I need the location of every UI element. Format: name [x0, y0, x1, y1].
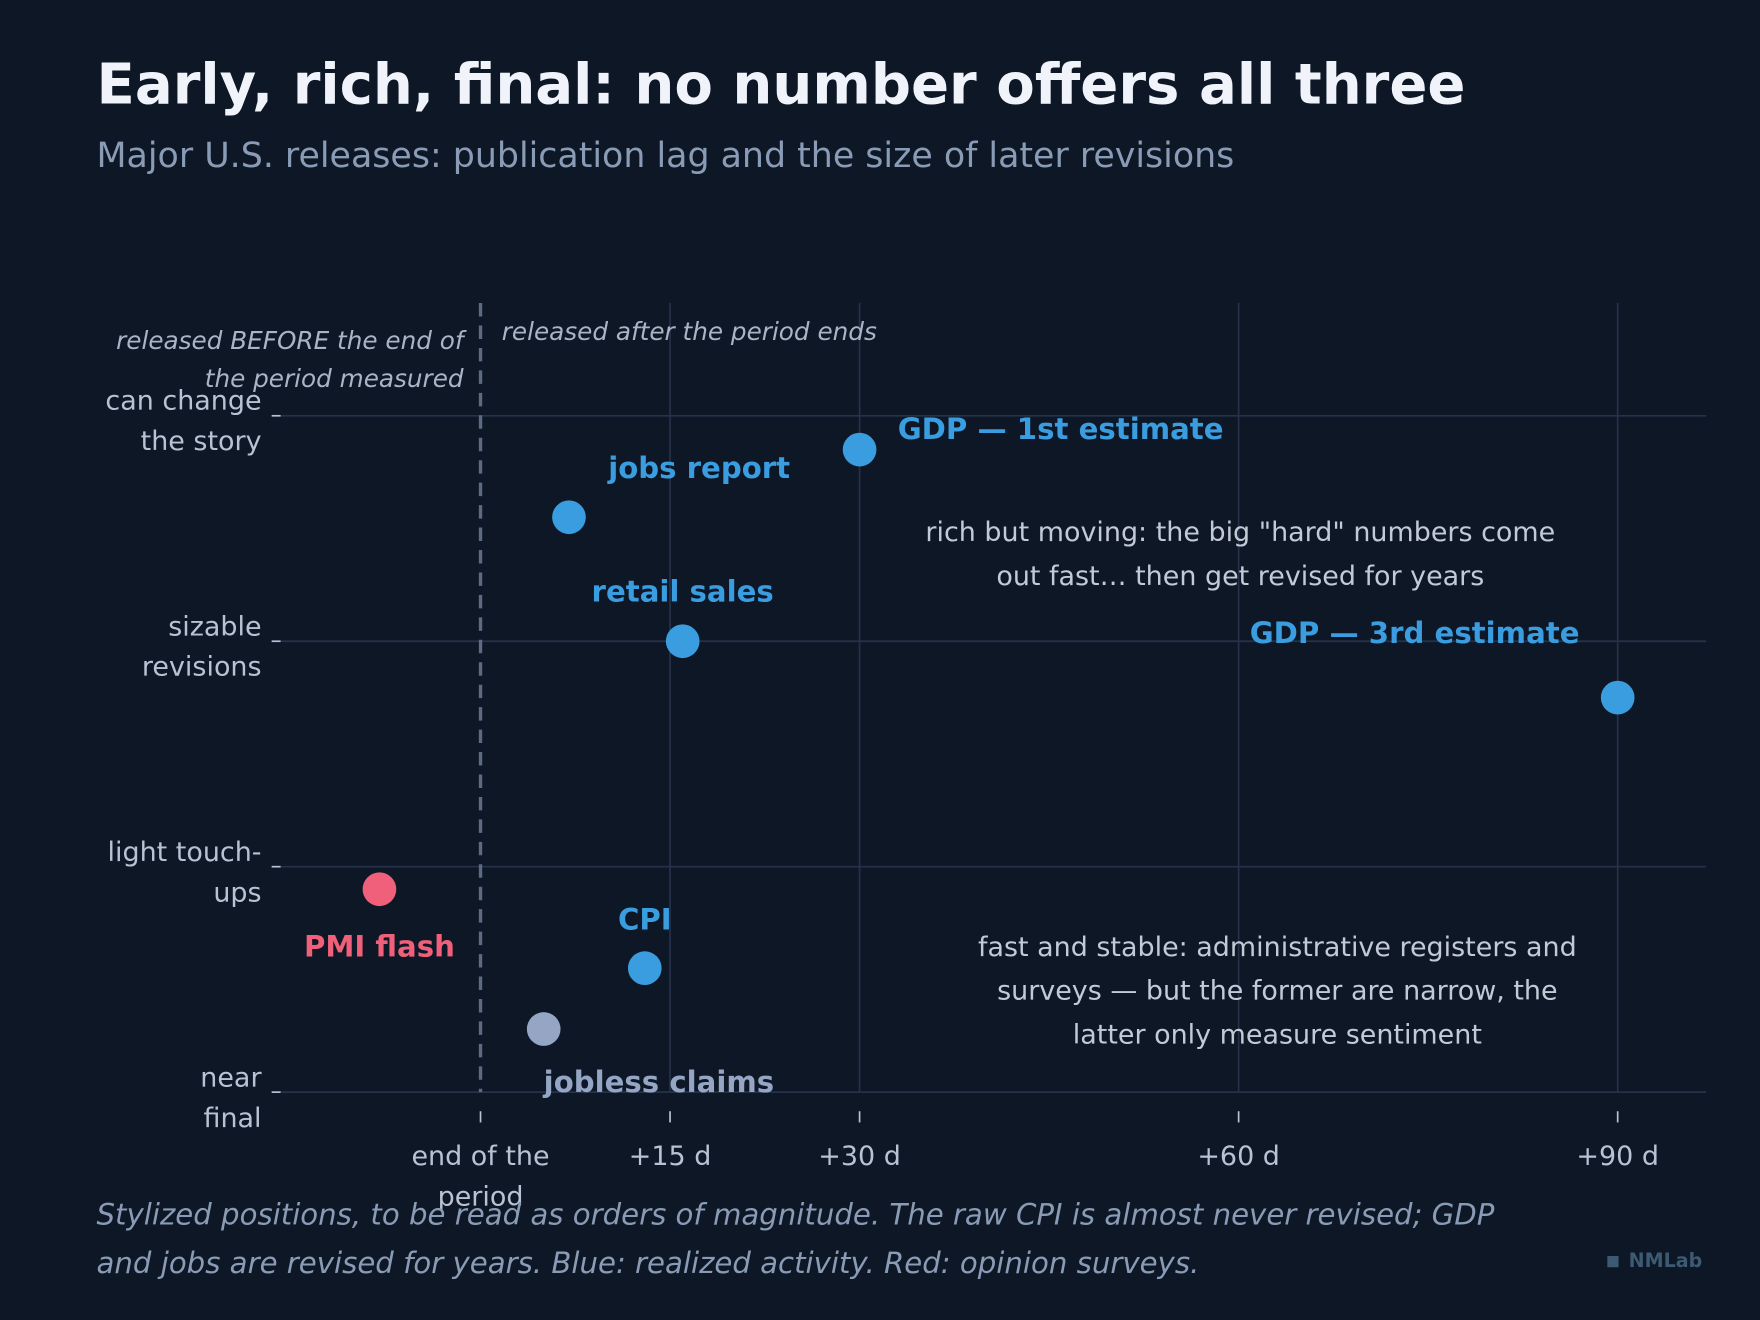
point	[665, 624, 700, 659]
point	[362, 872, 397, 907]
x-tick-label: +30 d	[818, 1140, 901, 1172]
point	[552, 500, 586, 535]
x-tick-label: +90 d	[1576, 1140, 1659, 1172]
point	[526, 1012, 561, 1046]
point-label: PMI flash	[303, 930, 455, 965]
point-label: retail sales	[591, 576, 774, 610]
y-tick-label: can change the story	[105, 385, 262, 458]
y-tick-label: near final	[200, 1061, 262, 1134]
annotation: fast and stable: administrative register…	[978, 931, 1577, 1051]
annotation: released after the period ends	[501, 318, 877, 347]
annotation: released BEFORE the end of the period me…	[116, 327, 464, 394]
point-label: CPI	[617, 903, 672, 937]
y-tick-label: light touch-ups	[107, 836, 262, 909]
footnote: Stylized positions, to be read as orders…	[96, 1198, 1495, 1281]
point-label: GDP — 3rd estimate	[1249, 616, 1580, 651]
point-label: jobless claims	[543, 1066, 775, 1100]
y-tick-label: sizable revisions	[141, 610, 262, 683]
x-tick-label: +15 d	[628, 1140, 712, 1172]
source: NMLab	[1628, 1250, 1703, 1273]
annotation: rich but moving: the big "hard" numbers …	[925, 516, 1556, 592]
chart-title: Early, rich, final: no number offers all…	[96, 51, 1466, 117]
source-icon	[1607, 1256, 1619, 1268]
x-tick-label: end of the period	[411, 1140, 550, 1213]
point	[842, 432, 877, 467]
point-label: jobs report	[608, 452, 791, 486]
point-label: GDP — 1st estimate	[897, 412, 1224, 447]
x-tick-label: +60 d	[1197, 1140, 1280, 1172]
point	[627, 951, 662, 985]
chart-subtitle: Major U.S. releases: publication lag and…	[96, 135, 1235, 177]
point	[1600, 680, 1635, 715]
